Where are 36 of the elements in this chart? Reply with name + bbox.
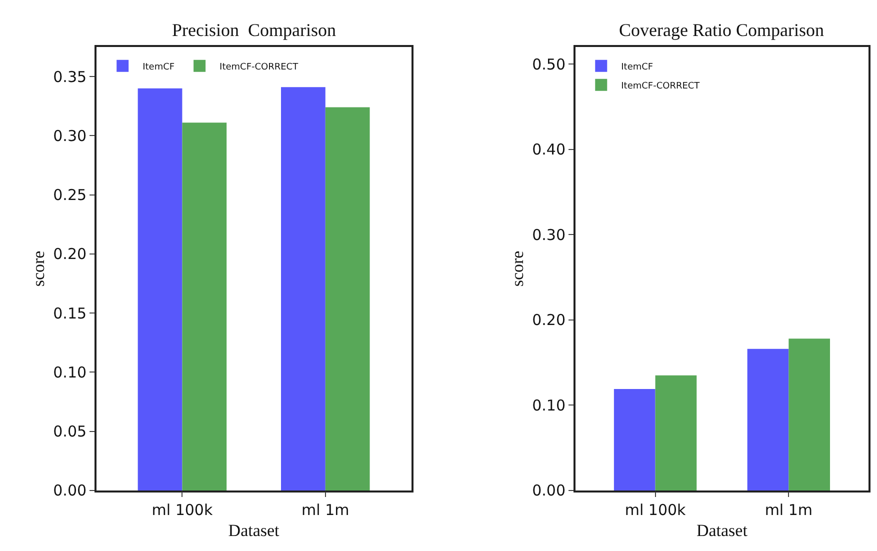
x-axis-title: Dataset [228,521,280,540]
legend-label: ItemCF [621,62,654,72]
legend-label: ItemCF-CORRECT [621,81,700,92]
bar [655,375,697,490]
y-tick-label: 0.30 [532,226,566,244]
y-tick-label: 0.15 [53,304,87,322]
bar [614,388,656,490]
chart-title: Precision Comparison [172,20,336,40]
x-tick-label: ml 1m [302,501,350,520]
bar [325,107,370,490]
bar [138,88,182,490]
x-tick-label: ml 1m [764,501,813,520]
bar [182,122,227,490]
legend-label: ItemCF-CORRECT [220,62,299,72]
x-tick-label: ml 100k [624,501,686,520]
y-tick-label: 0.35 [53,68,87,86]
y-tick-label: 0.40 [532,140,566,159]
y-tick-label: 0.50 [532,55,566,74]
y-tick-label: 0.00 [532,482,566,500]
y-tick-label: 0.10 [532,396,566,414]
y-tick-label: 0.20 [53,245,87,264]
y-tick-label: 0.00 [53,482,87,500]
y-tick-label: 0.10 [53,363,87,382]
x-axis-title: Dataset [696,521,748,540]
y-tick-label: 0.20 [532,311,566,330]
chart-title: Coverage Ratio Comparison [619,20,824,40]
y-tick-label: 0.30 [53,126,87,145]
bar [281,87,326,490]
y-axis-title: score [29,250,48,287]
y-tick-label: 0.05 [53,422,87,441]
bar [788,338,830,490]
y-axis-title: score [508,250,528,287]
bar [747,348,789,490]
legend-label: ItemCF [142,62,175,72]
x-tick-label: ml 100k [152,501,213,520]
y-tick-label: 0.25 [53,186,87,204]
